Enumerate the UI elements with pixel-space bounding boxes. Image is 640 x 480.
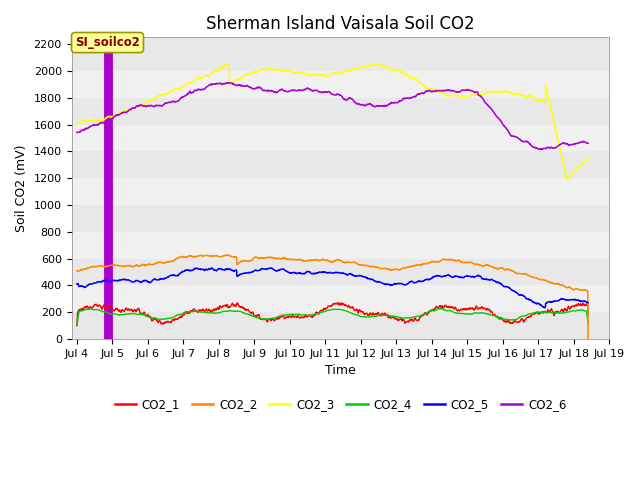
Y-axis label: Soil CO2 (mV): Soil CO2 (mV) [15, 144, 28, 232]
Bar [72, 205, 609, 232]
Bar [72, 312, 609, 339]
Bar [72, 259, 609, 286]
Legend: CO2_1, CO2_2, CO2_3, CO2_4, CO2_5, CO2_6: CO2_1, CO2_2, CO2_3, CO2_4, CO2_5, CO2_6 [110, 393, 571, 416]
Bar [72, 232, 609, 259]
Bar [72, 178, 609, 205]
Bar [72, 71, 609, 98]
Bar [72, 151, 609, 178]
Bar [72, 286, 609, 312]
Title: Sherman Island Vaisala Soil CO2: Sherman Island Vaisala Soil CO2 [206, 15, 475, 33]
Bar [72, 124, 609, 151]
X-axis label: Time: Time [325, 364, 356, 377]
Bar [72, 98, 609, 124]
Bar [72, 37, 609, 71]
Text: SI_soilco2: SI_soilco2 [75, 36, 140, 49]
